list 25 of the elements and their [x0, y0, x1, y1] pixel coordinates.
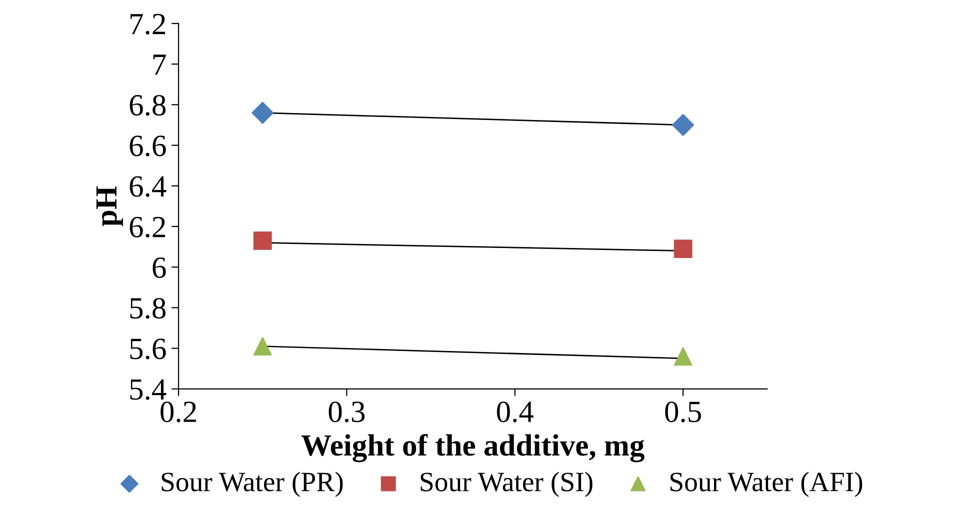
- y-tick-label: 6: [152, 257, 166, 278]
- point: [672, 114, 694, 136]
- point: [253, 337, 272, 356]
- y-tick-label: 7: [153, 54, 166, 75]
- y-tick-label: 5.6: [130, 338, 166, 360]
- y-tick-label: 5.8: [130, 298, 166, 319]
- y-tick-label: 7.2: [130, 14, 166, 35]
- y-tick-label: 5.4: [130, 379, 166, 400]
- point: [252, 102, 274, 124]
- legend-label: Sour Water (PR): [162, 472, 343, 497]
- y-tick-label: 6.8: [130, 94, 166, 116]
- x-tick-label: 0.3: [328, 402, 365, 422]
- point: [253, 232, 272, 250]
- x-tick-label: 0.5: [665, 402, 701, 422]
- x-tick-label: 0.2: [160, 402, 196, 422]
- y-tick-label: 6.2: [130, 216, 166, 238]
- y-tick-label: 6.4: [130, 176, 166, 197]
- point: [674, 240, 692, 258]
- x-axis-title: Weight of the additive, mg: [301, 434, 644, 462]
- y-tick-label: 6.6: [130, 136, 166, 156]
- point: [674, 347, 692, 366]
- legend-label: Sour Water (AFI): [670, 472, 862, 497]
- y-axis-title: pH: [96, 186, 123, 226]
- legend-label: Sour Water (SI): [420, 472, 592, 497]
- x-tick-label: 0.4: [496, 402, 534, 422]
